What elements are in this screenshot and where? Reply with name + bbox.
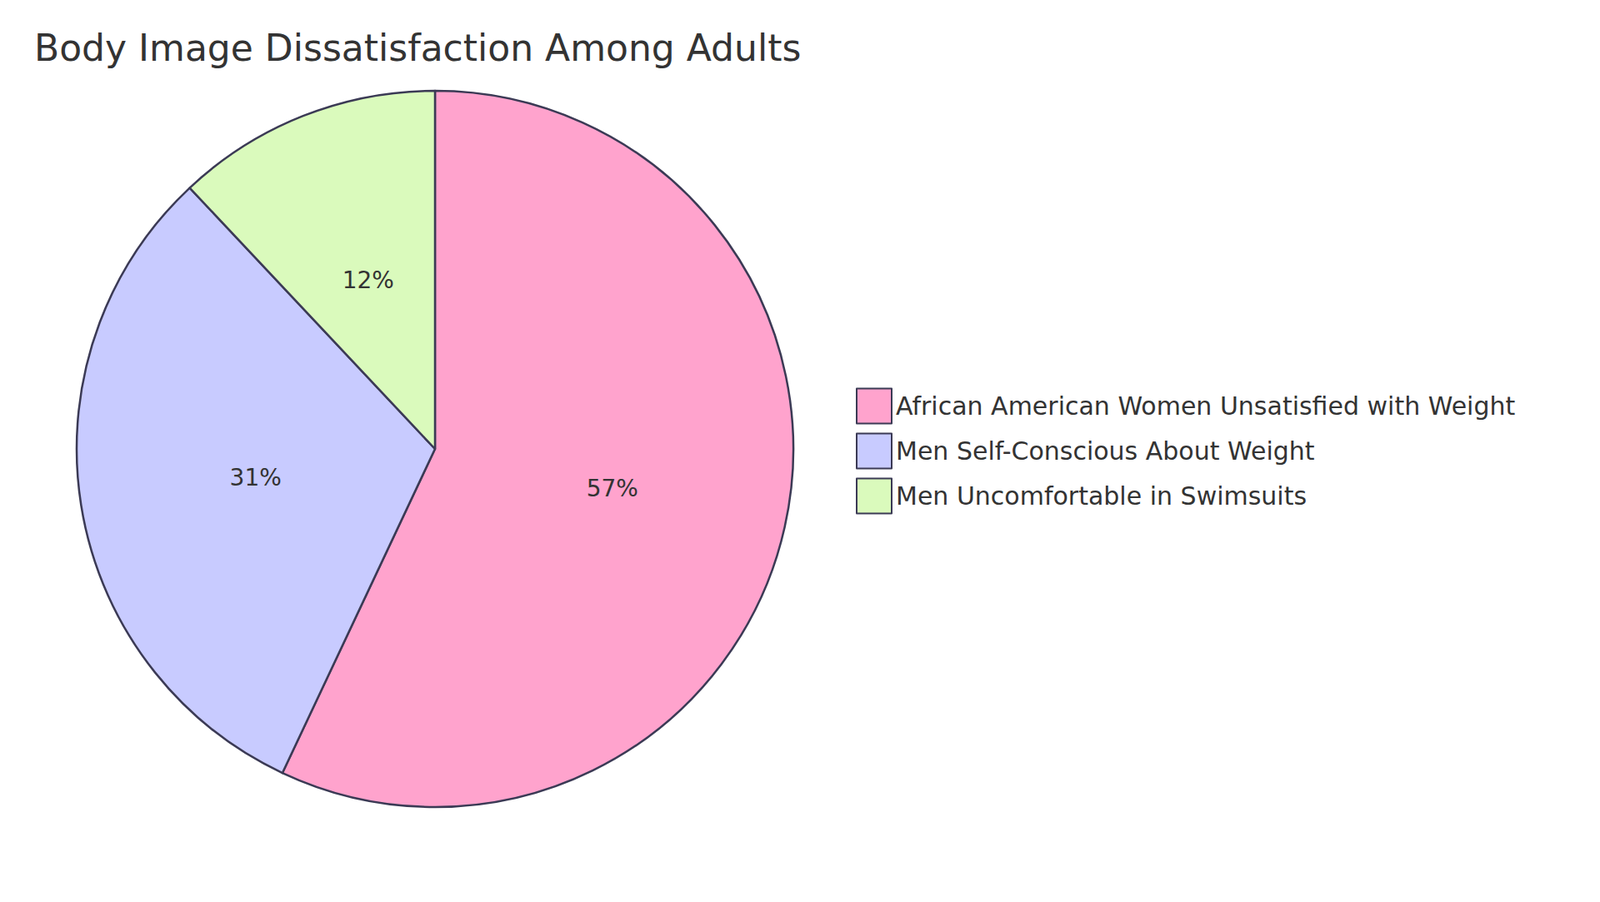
svg-text:57%: 57%	[586, 475, 639, 503]
svg-text:African American Women Unsatis: African American Women Unsatisfied with …	[895, 391, 1515, 421]
svg-text:Men Self-Conscious About Weigh: Men Self-Conscious About Weight	[895, 436, 1315, 466]
svg-text:Body Image Dissatisfaction Amo: Body Image Dissatisfaction Among Adults	[34, 26, 801, 70]
svg-text:Men Uncomfortable in Swimsuits: Men Uncomfortable in Swimsuits	[895, 481, 1307, 511]
svg-text:12%: 12%	[342, 266, 395, 295]
svg-text:31%: 31%	[230, 464, 282, 492]
